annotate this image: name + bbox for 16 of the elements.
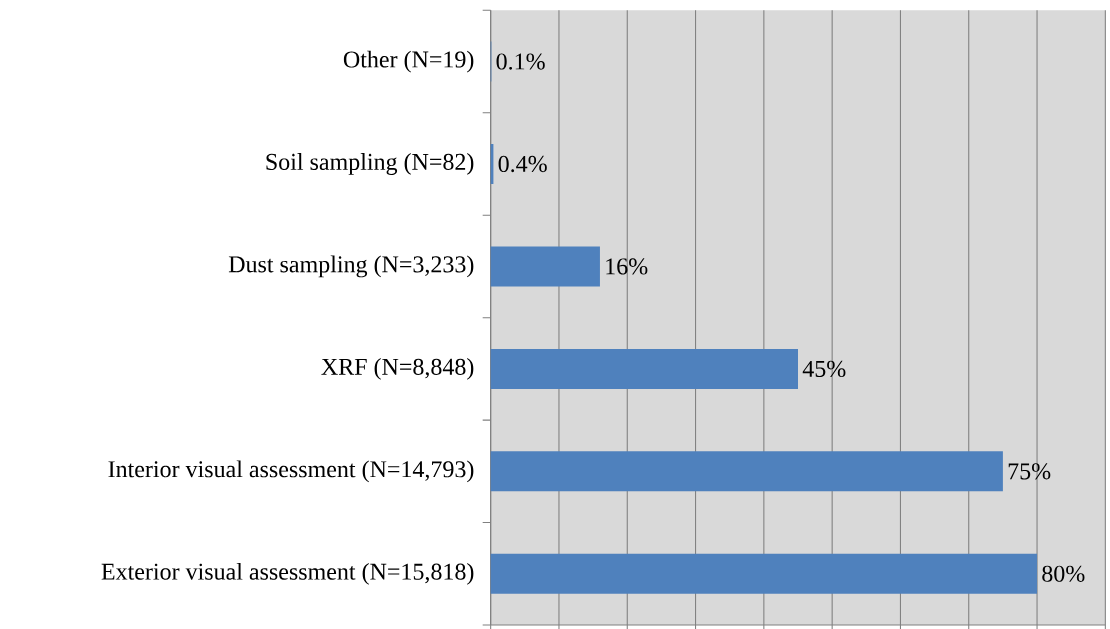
y-tick-label: Dust sampling (N=3,233) bbox=[228, 255, 474, 278]
data-label: 16% bbox=[606, 258, 648, 275]
y-tick-label: Interior visual assessment (N=14,793) bbox=[108, 460, 474, 483]
y-tick-label: XRF (N=8,848) bbox=[321, 358, 474, 380]
y-tick-label: Other (N=19) bbox=[343, 50, 474, 73]
bar bbox=[490, 246, 600, 287]
data-label: 80% bbox=[1042, 565, 1085, 582]
bar bbox=[490, 348, 799, 389]
y-tick-label: Soil sampling (N=82) bbox=[266, 153, 474, 175]
data-label: 0.4% bbox=[498, 155, 547, 173]
data-label: 75% bbox=[1008, 463, 1051, 480]
data-label: 0.1% bbox=[496, 53, 545, 70]
y-tick-label: Exterior visual assessment (N=15,818) bbox=[101, 562, 474, 585]
bar bbox=[490, 553, 1038, 594]
data-label: 45% bbox=[802, 360, 846, 378]
bar bbox=[490, 451, 1003, 492]
